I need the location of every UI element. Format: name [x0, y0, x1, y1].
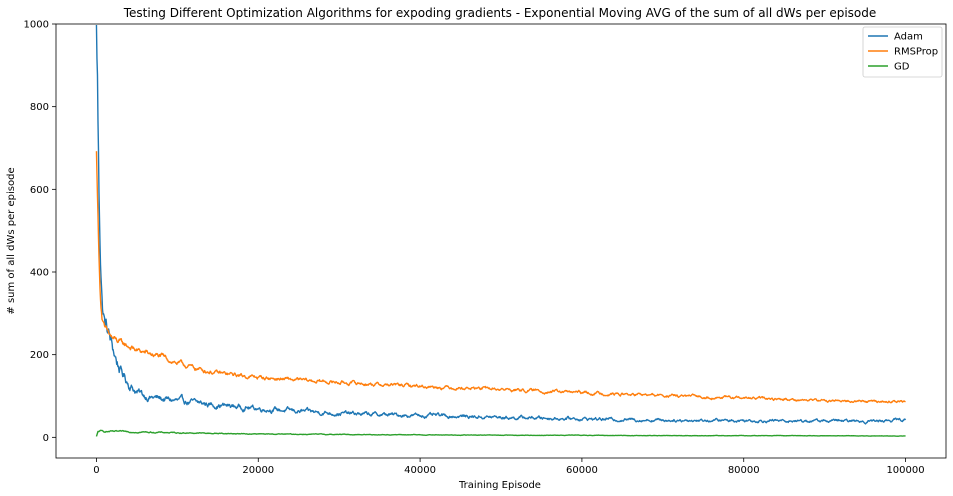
x-axis-label: Training Episode — [458, 480, 541, 491]
x-tick-label: 60000 — [566, 465, 598, 476]
y-axis-ticks: 0 200 400 600 800 1000 — [24, 20, 56, 444]
plot-area: 0 20000 40000 60000 80000 100000 0 200 400 600 80… — [24, 20, 947, 476]
legend-label-adam: Adam — [894, 32, 923, 43]
x-tick-label: 20000 — [242, 465, 274, 476]
series-line-adam — [95, 24, 907, 425]
y-tick-label: 600 — [30, 185, 49, 196]
legend-label-rmsprop: RMSProp — [894, 47, 938, 58]
axes-frame — [55, 23, 947, 459]
x-tick-label: 100000 — [886, 465, 924, 476]
legend-entries: Adam RMSProp GD — [868, 32, 938, 73]
x-tick-label: 40000 — [404, 465, 436, 476]
y-tick-label: 800 — [30, 102, 49, 113]
legend-label-gd: GD — [894, 62, 910, 73]
y-tick-label: 1000 — [24, 20, 49, 31]
legend: Adam RMSProp GD — [862, 26, 943, 78]
x-tick-label: 0 — [93, 465, 99, 476]
series-layer — [95, 24, 907, 437]
legend-box — [862, 26, 943, 78]
y-tick-label: 400 — [30, 268, 49, 279]
y-tick-label: 200 — [30, 350, 49, 361]
x-tick-label: 80000 — [728, 465, 760, 476]
y-axis-label: # sum of all dWs per episode — [6, 167, 17, 314]
chart-title: Testing Different Optimization Algorithm… — [123, 6, 877, 20]
series-line-rmsprop — [95, 151, 906, 404]
y-tick-label: 0 — [43, 433, 49, 444]
x-axis-ticks: 0 20000 40000 60000 80000 100000 — [93, 458, 925, 476]
series-line-gd — [95, 429, 906, 437]
